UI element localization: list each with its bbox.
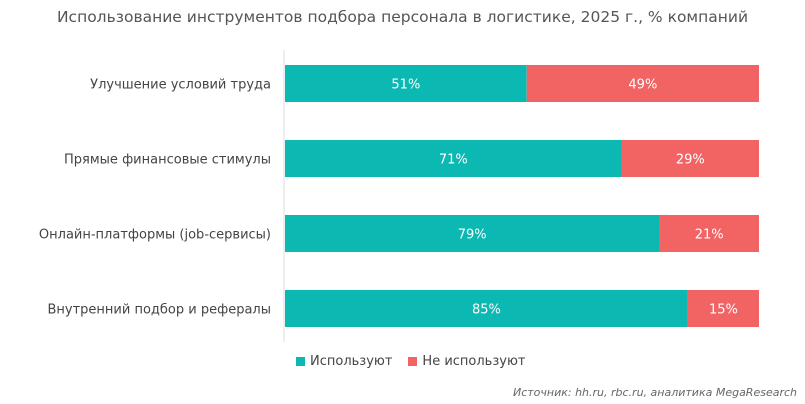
- data-label: 51%: [391, 78, 420, 93]
- legend-label: Не используют: [422, 354, 526, 369]
- legend-swatch: [408, 357, 418, 366]
- data-label: 21%: [695, 228, 724, 243]
- category-label: Прямые финансовые стимулы: [64, 153, 271, 168]
- category-label: Улучшение условий труда: [90, 78, 271, 93]
- legend-item-used: Используют: [296, 354, 392, 369]
- bar-segment: [285, 65, 527, 102]
- legend: Используют Не используют: [296, 354, 525, 369]
- category-label: Внутренний подбор и рефералы: [48, 303, 272, 318]
- data-label: 15%: [709, 303, 738, 318]
- legend-swatch: [296, 357, 305, 366]
- chart-title: Использование инструментов подбора персо…: [56, 8, 749, 26]
- legend-item-not-used: Не используют: [408, 354, 525, 369]
- bar-segment: [621, 140, 759, 177]
- data-label: 79%: [458, 228, 487, 243]
- bar-segment: [659, 215, 759, 252]
- data-label: 49%: [628, 78, 657, 93]
- bar-segment: [285, 290, 688, 327]
- bar-segment: [285, 215, 660, 252]
- bar-segment: [687, 290, 759, 327]
- source-note: Источник: hh.ru, rbc.ru, аналитика MegaR…: [512, 386, 797, 399]
- data-label: 71%: [439, 153, 468, 168]
- bar-segment: [526, 65, 759, 102]
- category-label: Онлайн-платформы (job-сервисы): [39, 228, 271, 243]
- bar-segment: [285, 140, 622, 177]
- data-label: 29%: [676, 153, 705, 168]
- legend-label: Используют: [310, 354, 393, 369]
- data-label: 85%: [472, 303, 501, 318]
